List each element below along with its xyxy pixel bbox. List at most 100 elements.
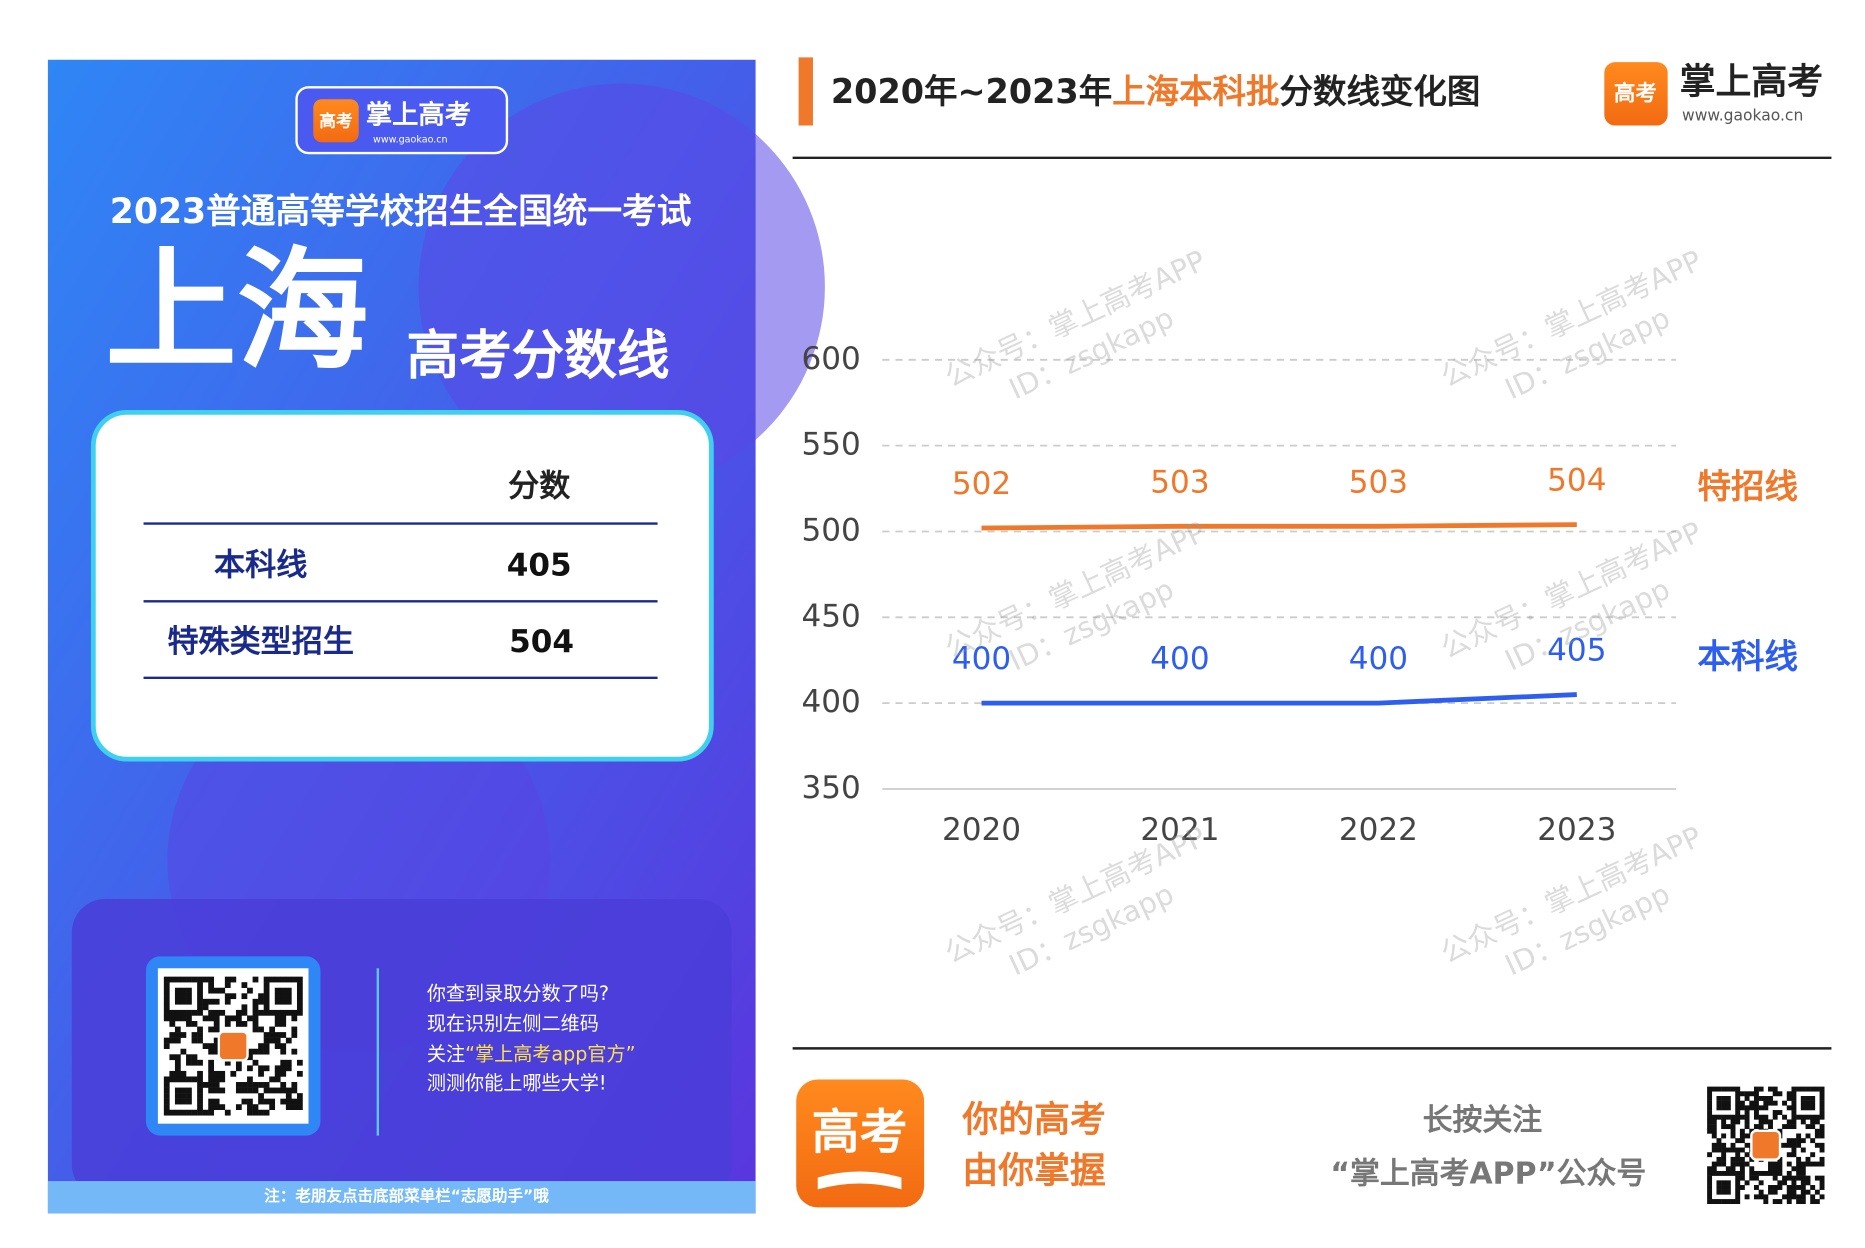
qr-cell [296, 1104, 303, 1111]
qr-cell [1763, 1119, 1769, 1125]
qr-cell [213, 1043, 220, 1049]
qr-cell [163, 1043, 170, 1049]
qr-cell [1735, 1161, 1741, 1167]
qr-cell [219, 1009, 226, 1016]
qr-cell [191, 1032, 198, 1038]
qr-cell [241, 1021, 248, 1027]
qr-cell [1819, 1128, 1825, 1134]
qr-cell [163, 1087, 170, 1094]
qr-cell [163, 1093, 170, 1099]
qr-cell [285, 998, 292, 1005]
qr-cell [180, 1076, 187, 1083]
qr-cell [186, 1021, 192, 1027]
qr-cell [258, 1048, 264, 1055]
follow: 长按关注 [1423, 1103, 1543, 1138]
qr-cell [1810, 1100, 1816, 1106]
qr-cell [1758, 1189, 1764, 1195]
qr-cell [197, 982, 203, 988]
qr-cell [258, 1093, 264, 1099]
qr-cell [1768, 1189, 1773, 1195]
qr-cell [1721, 1086, 1727, 1092]
blob [418, 83, 825, 491]
qr-cell [1768, 1185, 1773, 1190]
qr-cell [1786, 1119, 1792, 1125]
qr-cell [180, 1009, 187, 1016]
qr-cell [1721, 1124, 1727, 1130]
qr-cell [1791, 1189, 1797, 1195]
qr-cell [269, 1032, 276, 1038]
qr-cell [296, 1009, 303, 1016]
qr-code [1707, 1086, 1825, 1205]
qr-cell [1721, 1142, 1727, 1148]
qr-cell [197, 1032, 203, 1038]
qr-cell [1707, 1166, 1713, 1172]
qr-cell [1782, 1180, 1788, 1186]
qr-cell [186, 1087, 192, 1094]
qr-cell [263, 998, 270, 1005]
qr-cell [263, 1037, 270, 1044]
y-tick-label: 600 [801, 341, 860, 377]
qr-cell [1707, 1110, 1713, 1115]
table-card [90, 410, 714, 762]
qr-cell [235, 1087, 242, 1094]
qr-cell [180, 1070, 187, 1077]
qr-cell [285, 1059, 292, 1066]
qr-cell [1791, 1185, 1797, 1190]
book [817, 1171, 902, 1190]
qr-cell [1800, 1138, 1806, 1144]
qr-cell [263, 1098, 270, 1105]
qr-cell [1721, 1185, 1727, 1190]
qr-cell [1800, 1114, 1806, 1120]
qr-cell [202, 1082, 209, 1088]
qr-cell [1725, 1114, 1731, 1120]
qr-cell [1819, 1180, 1825, 1186]
qr-cell [258, 1082, 264, 1088]
qr-cell [1744, 1152, 1750, 1158]
qr-cell [224, 1109, 231, 1116]
qr-cell [1763, 1199, 1769, 1205]
qr-cell [1805, 1189, 1811, 1195]
qr-cell [1716, 1147, 1722, 1153]
qr-cell [197, 976, 203, 983]
qr-cell [1805, 1180, 1811, 1186]
qr-cell [191, 1054, 198, 1061]
promo-line: 测测你能上哪些大学! [427, 1072, 607, 1095]
qr-cell [1800, 1194, 1806, 1200]
qr-cell [1791, 1166, 1797, 1172]
qr-cell [1711, 1086, 1717, 1092]
qr-cell [1791, 1110, 1797, 1115]
qr-cell [1763, 1194, 1769, 1200]
qr-cell [186, 1098, 192, 1105]
qr-cell [1753, 1175, 1759, 1181]
qr-cell [186, 987, 192, 994]
qr-cell [208, 1104, 215, 1111]
qr-cell [1735, 1199, 1741, 1205]
qr-cell [224, 993, 231, 1000]
qr-cell [285, 1009, 292, 1016]
qr-cell [1707, 1189, 1713, 1195]
qr-cell [285, 976, 292, 983]
qr-cell [202, 998, 209, 1005]
qr-cell [1711, 1199, 1717, 1205]
qr-cell [247, 1082, 253, 1088]
qr-cell [1819, 1133, 1825, 1139]
qr-cell [1716, 1086, 1722, 1092]
qr-cell [1819, 1114, 1825, 1120]
qr-cell [1730, 1119, 1736, 1125]
qr-cell [213, 998, 220, 1005]
qr-cell [1786, 1138, 1792, 1144]
series-label: 特招线 [1698, 467, 1798, 506]
qr-cell [285, 1098, 292, 1105]
x-tick-label: 2020 [942, 812, 1021, 848]
qr-cell [1786, 1189, 1792, 1195]
series-line [981, 692, 1577, 706]
qr-cell [1772, 1161, 1778, 1167]
qr-cell [213, 1021, 220, 1027]
qr-cell [1800, 1100, 1806, 1106]
qr-cell [1758, 1119, 1764, 1125]
qr-code [163, 976, 303, 1116]
qr-cell [1758, 1086, 1764, 1092]
qr-cell [1721, 1152, 1727, 1158]
